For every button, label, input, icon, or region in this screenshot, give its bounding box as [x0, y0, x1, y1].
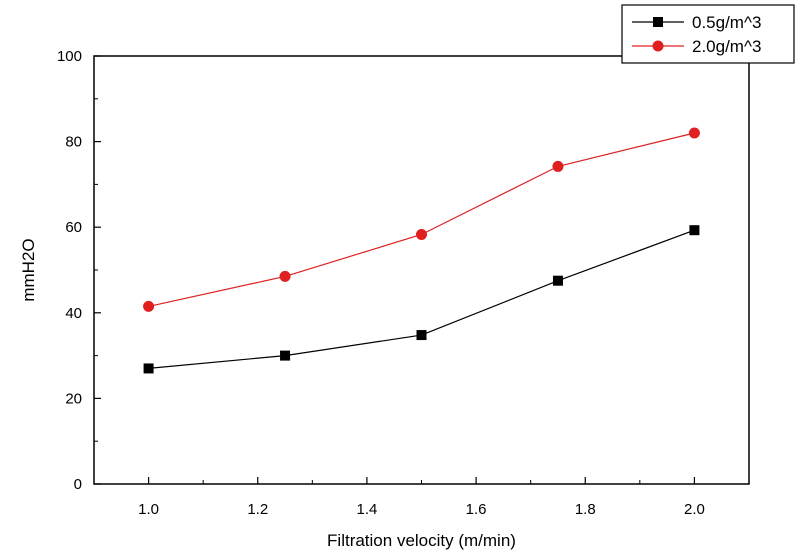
data-point [416, 330, 427, 341]
x-tick-label: 1.8 [575, 501, 596, 518]
data-point [416, 228, 427, 240]
y-axis-label: mmH2O [19, 238, 38, 301]
y-tick-label: 20 [65, 390, 82, 407]
y-tick-label: 80 [65, 134, 82, 151]
y-tick-label: 0 [74, 476, 82, 493]
y-tick-label: 40 [65, 305, 82, 322]
x-tick-label: 2.0 [684, 501, 705, 518]
y-axis: 0 20 40 60 80 100 [57, 48, 101, 493]
series-0 [143, 225, 700, 374]
x-tick-label: 1.4 [356, 501, 377, 518]
data-point [143, 363, 154, 374]
legend-item: 2.0g/m^3 [632, 37, 761, 56]
x-tick-label: 1.6 [466, 501, 487, 518]
data-point [552, 275, 563, 286]
x-tick-label: 1.2 [247, 501, 268, 518]
y-tick-label: 100 [57, 48, 82, 65]
series-line [148, 132, 695, 307]
series-1 [143, 127, 700, 312]
data-point [143, 300, 155, 312]
y-tick-label: 60 [65, 219, 82, 236]
data-point [279, 270, 291, 282]
legend-marker [653, 17, 663, 27]
x-axis-label: Filtration velocity (m/min) [327, 531, 516, 550]
x-axis: 1.0 1.2 1.4 1.6 1.8 2.0 [138, 477, 705, 518]
data-point [552, 160, 564, 172]
x-tick-label: 1.0 [138, 501, 159, 518]
data-point [688, 127, 700, 139]
legend-box [621, 4, 795, 64]
legend-item: 0.5g/m^3 [632, 13, 761, 32]
series-line [148, 229, 695, 369]
legend-marker [652, 40, 664, 52]
legend-label: 2.0g/m^3 [692, 37, 761, 56]
legend: 0.5g/m^3 2.0g/m^3 [621, 4, 795, 64]
plot-frame [93, 55, 750, 485]
plot-border [93, 55, 750, 485]
data-point [689, 225, 700, 236]
series-layer [143, 127, 700, 374]
data-point [280, 350, 291, 361]
legend-label: 0.5g/m^3 [692, 13, 761, 32]
